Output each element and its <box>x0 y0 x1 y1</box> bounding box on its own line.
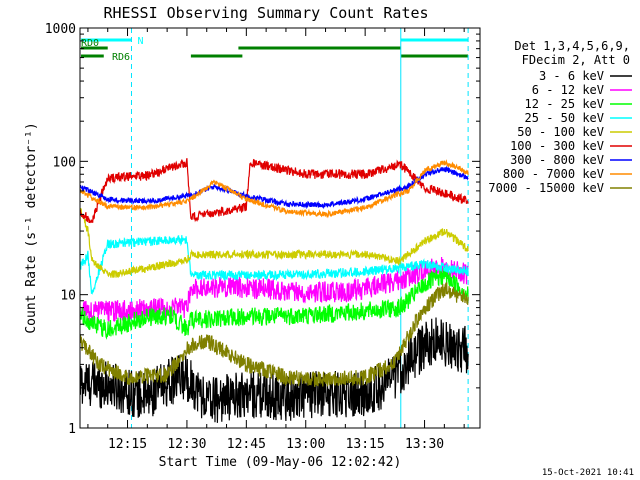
series-line <box>80 159 469 219</box>
series-layer <box>80 158 469 423</box>
series-line <box>80 256 469 324</box>
legend-header: Det 1,3,4,5,6,9, <box>514 39 630 53</box>
series-line <box>80 282 469 387</box>
plot-frame <box>79 27 481 429</box>
series-line <box>80 208 469 279</box>
legend-label: 12 - 25 keV <box>525 97 604 111</box>
x-axis-label: Start Time (09-May-06 12:02:42) <box>159 455 402 470</box>
x-tick-label: 13:15 <box>346 437 385 452</box>
legend-label: 7000 - 15000 keV <box>488 181 604 195</box>
y-tick-label: 100 <box>53 155 76 170</box>
legend-header: FDecim 2, Att 0 <box>522 53 630 67</box>
series-line <box>80 235 469 295</box>
series-line <box>80 165 469 210</box>
legend-label: 300 - 800 keV <box>510 153 604 167</box>
axes: 1 10 100 1000 12:15 12:30 12:45 13:00 13:15 13:30 <box>45 22 480 452</box>
x-tick-label: 12:45 <box>227 437 266 452</box>
legend: Det 1,3,4,5,6,9,FDecim 2, Att 0 3 - 6 keV… <box>488 39 632 195</box>
legend-label: 100 - 300 keV <box>510 139 604 153</box>
y-tick-label: 10 <box>60 289 76 304</box>
y-tick-label: 1000 <box>45 22 76 37</box>
y-tick-label: 1 <box>68 422 76 437</box>
flag-label: RD6 <box>112 52 130 63</box>
x-tick-label: 13:30 <box>405 437 444 452</box>
flag-label: N <box>137 36 143 47</box>
footer-date: 15-Oct-2021 10:41 <box>542 468 634 478</box>
legend-label: 50 - 100 keV <box>517 125 604 139</box>
series-line <box>80 158 469 224</box>
legend-label: 3 - 6 keV <box>539 69 604 83</box>
x-tick-label: 12:15 <box>108 437 147 452</box>
series-line <box>80 267 469 340</box>
x-tick-label: 13:00 <box>286 437 325 452</box>
instrument-flags: N RD0 RD6 <box>81 36 469 63</box>
flag-label: RD0 <box>81 38 99 49</box>
chart-title: RHESSI Observing Summary Count Rates <box>103 4 428 22</box>
legend-label: 6 - 12 keV <box>532 83 604 97</box>
y-axis-label: Count Rate (s⁻¹ detector⁻¹) <box>24 122 39 333</box>
legend-label: 25 - 50 keV <box>525 111 604 125</box>
legend-label: 800 - 7000 keV <box>503 167 604 181</box>
x-tick-label: 12:30 <box>167 437 206 452</box>
series-line <box>80 317 469 423</box>
